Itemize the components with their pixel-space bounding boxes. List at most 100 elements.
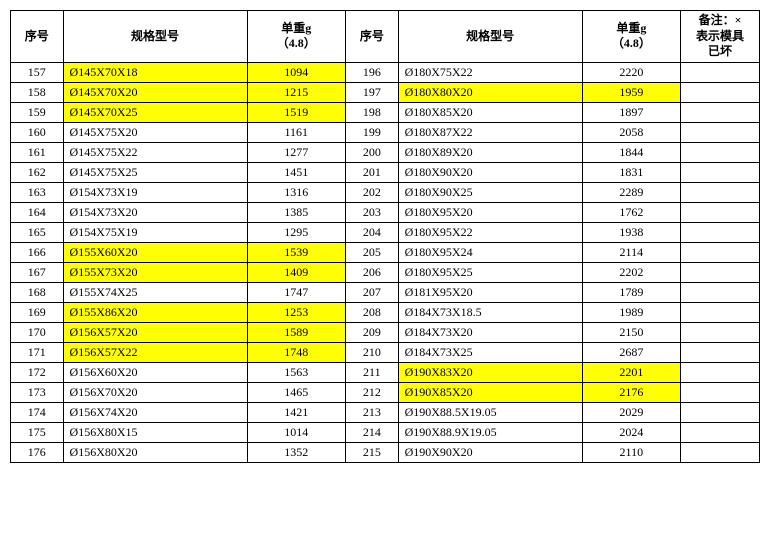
seq-cell: 157 — [11, 62, 64, 82]
seq-cell: 169 — [11, 302, 64, 322]
seq-cell: 168 — [11, 282, 64, 302]
spec-cell: Ø190X85X20 — [398, 382, 582, 402]
spec-cell: Ø156X80X20 — [63, 442, 247, 462]
spec-cell: Ø145X75X25 — [63, 162, 247, 182]
weight-cell: 1277 — [247, 142, 346, 162]
seq-cell: 167 — [11, 262, 64, 282]
weight-cell: 1897 — [582, 102, 681, 122]
weight-line2-r: （4.8） — [612, 36, 651, 50]
weight-line1-r: 单重g — [616, 21, 646, 35]
seq-cell: 158 — [11, 82, 64, 102]
header-weight-left: 单重g （4.8） — [247, 11, 346, 63]
spec-cell: Ø184X73X20 — [398, 322, 582, 342]
seq-cell: 200 — [346, 142, 399, 162]
seq-cell: 173 — [11, 382, 64, 402]
spec-cell: Ø180X95X20 — [398, 202, 582, 222]
spec-cell: Ø181X95X20 — [398, 282, 582, 302]
weight-cell: 1316 — [247, 182, 346, 202]
weight-cell: 1789 — [582, 282, 681, 302]
weight-cell: 2289 — [582, 182, 681, 202]
weight-cell: 1385 — [247, 202, 346, 222]
spec-cell: Ø154X73X20 — [63, 202, 247, 222]
note-line2: 表示模具 — [696, 29, 744, 43]
table-row: 171Ø156X57X221748210Ø184X73X252687 — [11, 342, 760, 362]
spec-cell: Ø190X88.5X19.05 — [398, 402, 582, 422]
spec-cell: Ø190X83X20 — [398, 362, 582, 382]
note-cell — [681, 62, 760, 82]
weight-cell: 1295 — [247, 222, 346, 242]
table-row: 158Ø145X70X201215197Ø180X80X201959 — [11, 82, 760, 102]
seq-cell: 207 — [346, 282, 399, 302]
seq-cell: 198 — [346, 102, 399, 122]
seq-cell: 171 — [11, 342, 64, 362]
table-row: 164Ø154X73X201385203Ø180X95X201762 — [11, 202, 760, 222]
note-cell — [681, 122, 760, 142]
spec-cell: Ø145X75X22 — [63, 142, 247, 162]
note-line1: 备注：× — [699, 13, 742, 27]
seq-cell: 165 — [11, 222, 64, 242]
seq-cell: 204 — [346, 222, 399, 242]
spec-cell: Ø180X85X20 — [398, 102, 582, 122]
table-row: 173Ø156X70X201465212Ø190X85X202176 — [11, 382, 760, 402]
seq-cell: 162 — [11, 162, 64, 182]
spec-cell: Ø180X95X22 — [398, 222, 582, 242]
seq-cell: 209 — [346, 322, 399, 342]
seq-cell: 208 — [346, 302, 399, 322]
weight-cell: 1989 — [582, 302, 681, 322]
spec-cell: Ø145X70X25 — [63, 102, 247, 122]
spec-cell: Ø156X74X20 — [63, 402, 247, 422]
weight-cell: 1451 — [247, 162, 346, 182]
weight-cell: 2176 — [582, 382, 681, 402]
spec-cell: Ø155X86X20 — [63, 302, 247, 322]
note-cell — [681, 222, 760, 242]
spec-cell: Ø156X57X20 — [63, 322, 247, 342]
spec-cell: Ø184X73X25 — [398, 342, 582, 362]
spec-cell: Ø180X95X25 — [398, 262, 582, 282]
seq-cell: 214 — [346, 422, 399, 442]
weight-cell: 1539 — [247, 242, 346, 262]
spec-cell: Ø180X95X24 — [398, 242, 582, 262]
spec-cell: Ø155X74X25 — [63, 282, 247, 302]
table-row: 162Ø145X75X251451201Ø180X90X201831 — [11, 162, 760, 182]
table-row: 160Ø145X75X201161199Ø180X87X222058 — [11, 122, 760, 142]
table-row: 159Ø145X70X251519198Ø180X85X201897 — [11, 102, 760, 122]
spec-cell: Ø155X73X20 — [63, 262, 247, 282]
spec-cell: Ø180X80X20 — [398, 82, 582, 102]
spec-cell: Ø180X87X22 — [398, 122, 582, 142]
seq-cell: 212 — [346, 382, 399, 402]
header-note: 备注：× 表示模具 已坏 — [681, 11, 760, 63]
weight-cell: 2114 — [582, 242, 681, 262]
table-row: 175Ø156X80X151014214Ø190X88.9X19.052024 — [11, 422, 760, 442]
note-cell — [681, 362, 760, 382]
header-seq-right: 序号 — [346, 11, 399, 63]
table-row: 161Ø145X75X221277200Ø180X89X201844 — [11, 142, 760, 162]
note-cell — [681, 102, 760, 122]
seq-cell: 210 — [346, 342, 399, 362]
seq-cell: 170 — [11, 322, 64, 342]
note-cell — [681, 282, 760, 302]
seq-cell: 201 — [346, 162, 399, 182]
seq-cell: 211 — [346, 362, 399, 382]
note-cell — [681, 242, 760, 262]
seq-cell: 174 — [11, 402, 64, 422]
note-cell — [681, 442, 760, 462]
header-weight-right: 单重g （4.8） — [582, 11, 681, 63]
seq-cell: 160 — [11, 122, 64, 142]
header-seq-left: 序号 — [11, 11, 64, 63]
seq-cell: 206 — [346, 262, 399, 282]
spec-cell: Ø145X70X20 — [63, 82, 247, 102]
spec-cell: Ø145X70X18 — [63, 62, 247, 82]
seq-cell: 205 — [346, 242, 399, 262]
note-cell — [681, 402, 760, 422]
weight-cell: 2202 — [582, 262, 681, 282]
spec-cell: Ø156X80X15 — [63, 422, 247, 442]
header-row: 序号 规格型号 单重g （4.8） 序号 规格型号 单重g （4.8） 备注：×… — [11, 11, 760, 63]
spec-cell: Ø155X60X20 — [63, 242, 247, 262]
spec-cell: Ø156X60X20 — [63, 362, 247, 382]
spec-cell: Ø180X90X25 — [398, 182, 582, 202]
seq-cell: 163 — [11, 182, 64, 202]
note-cell — [681, 382, 760, 402]
weight-line2: （4.8） — [277, 36, 316, 50]
seq-cell: 197 — [346, 82, 399, 102]
note-cell — [681, 162, 760, 182]
